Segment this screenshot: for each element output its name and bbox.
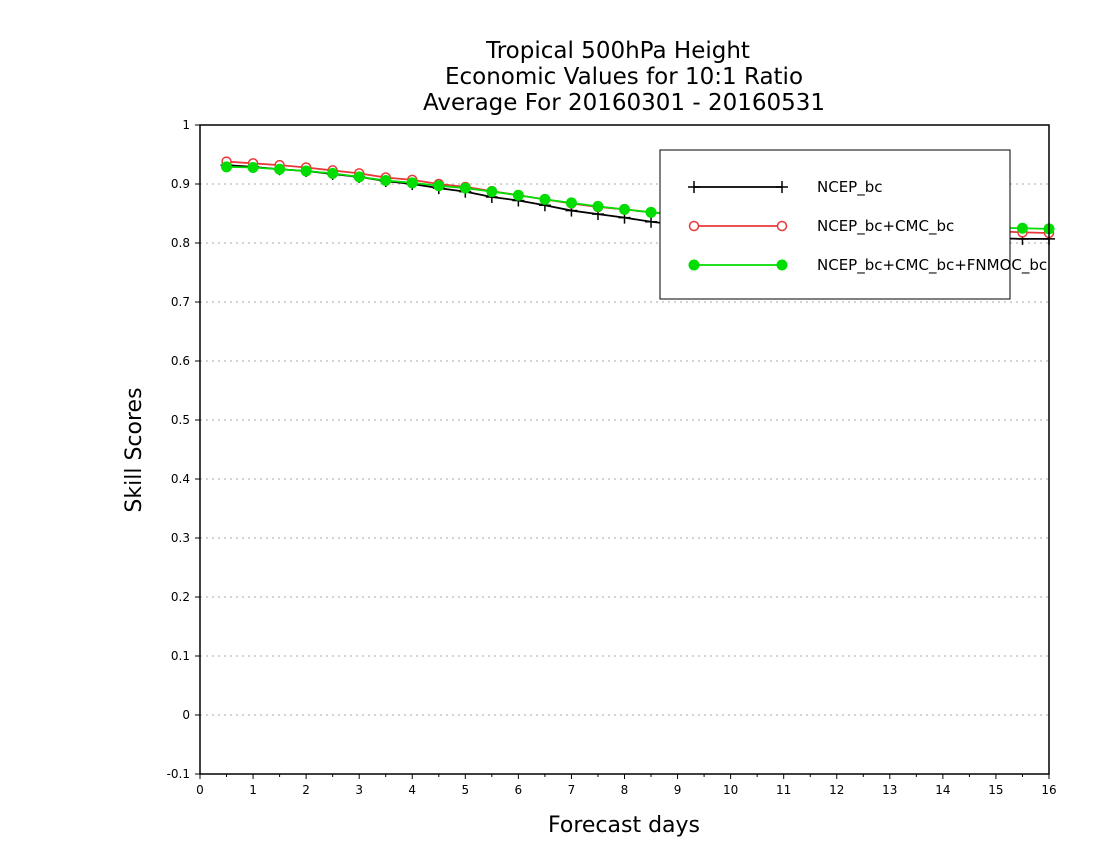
x-tick-label: 10 — [723, 783, 738, 797]
series-3-point — [221, 161, 233, 173]
x-tick-label: 5 — [461, 783, 469, 797]
series-3-point — [247, 161, 259, 173]
series-3-point — [539, 193, 551, 205]
legend-label: NCEP_bc+CMC_bc+FNMOC_bc — [817, 256, 1047, 275]
y-tick-label: 0 — [182, 708, 190, 722]
y-axis-title: Skill Scores — [122, 387, 147, 512]
chart-title-line-1: Tropical 500hPa Height — [485, 38, 750, 64]
x-tick-label: 11 — [776, 783, 791, 797]
series-3-point — [406, 177, 418, 189]
legend-label: NCEP_bc+CMC_bc — [817, 217, 954, 236]
x-tick-label: 9 — [674, 783, 682, 797]
x-tick-label: 6 — [515, 783, 523, 797]
x-tick-label: 13 — [882, 783, 897, 797]
y-tick-label: 0.7 — [171, 295, 190, 309]
x-tick-label: 0 — [196, 783, 204, 797]
legend-marker-end — [776, 181, 788, 193]
series-3-point — [274, 163, 286, 175]
series-3-point — [380, 174, 392, 186]
series-3-point — [645, 206, 657, 218]
x-tick-label: 2 — [302, 783, 310, 797]
x-tick-label: 14 — [935, 783, 950, 797]
legend-label: NCEP_bc — [817, 178, 883, 197]
legend: NCEP_bc NCEP_bc+CMC_bc NCEP_bc+CMC_bc+FNMO… — [659, 149, 1047, 300]
chart-title-line-2: Economic Values for 10:1 Ratio — [445, 64, 803, 90]
x-tick-label: 12 — [829, 783, 844, 797]
series-3-point — [565, 197, 577, 209]
x-axis-title: Forecast days — [548, 813, 700, 838]
series-3-point — [433, 180, 445, 192]
legend-entry-3: NCEP_bc+CMC_bc+FNMOC_bc — [688, 256, 1047, 275]
series-3-point — [512, 189, 524, 201]
y-tick-label: 0.4 — [171, 472, 190, 486]
x-tick-label: 16 — [1041, 783, 1056, 797]
series-3-point — [1016, 222, 1028, 234]
series-3-point — [592, 200, 604, 212]
x-tick-label: 7 — [568, 783, 576, 797]
x-tick-label: 1 — [249, 783, 257, 797]
series-3-point — [353, 171, 365, 183]
y-tick-label: 0.2 — [171, 590, 190, 604]
x-tick-label: 3 — [355, 783, 363, 797]
y-tick-label: 0.8 — [171, 236, 190, 250]
series-3-point — [619, 203, 630, 215]
series-3-point — [459, 182, 471, 194]
legend-entry-2: NCEP_bc+CMC_bc — [688, 217, 954, 236]
legend-entry-1: NCEP_bc — [688, 178, 883, 197]
y-tick-label: 0.1 — [171, 649, 190, 663]
y-tick-label: -0.1 — [167, 767, 190, 781]
series-3-point — [300, 165, 312, 177]
x-tick-label: 8 — [621, 783, 629, 797]
series-3-point — [327, 167, 339, 179]
legend-box — [659, 149, 1011, 300]
legend-marker-start — [688, 181, 700, 193]
legend-marker-end — [776, 220, 788, 232]
series-3-point — [486, 186, 498, 198]
legend-marker-start — [688, 220, 700, 232]
x-tick-label: 15 — [988, 783, 1003, 797]
y-tick-label: 0.9 — [171, 177, 190, 191]
axis-ticks — [195, 124, 1050, 779]
y-tick-label: 0.3 — [171, 531, 190, 545]
tick-labels: -0.100.10.20.30.40.50.60.70.80.910 1 2 3 4 5 6… — [167, 118, 1057, 797]
legend-marker-end — [776, 259, 788, 271]
legend-marker-start — [688, 259, 700, 271]
y-tick-label: 0.5 — [171, 413, 190, 427]
chart-title-line-3: Average For 20160301 - 20160531 — [423, 90, 825, 116]
y-tick-label: 1 — [182, 118, 190, 132]
chart-title: Tropical 500hPa Height Economic Values f… — [423, 38, 825, 116]
x-tick-label: 4 — [408, 783, 416, 797]
y-tick-label: 0.6 — [171, 354, 190, 368]
